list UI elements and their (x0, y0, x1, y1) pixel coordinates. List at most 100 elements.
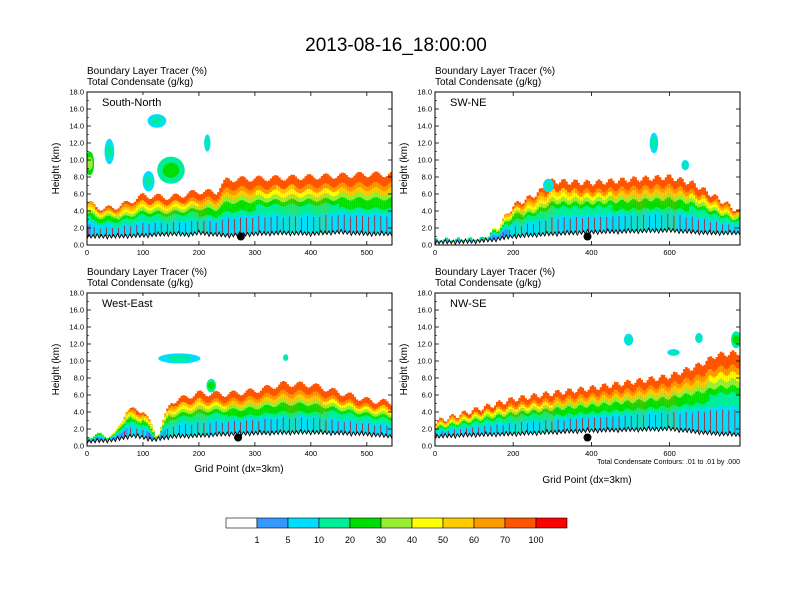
tracer-cell (485, 424, 489, 435)
x-tick-label: 400 (585, 248, 598, 257)
chart-title: 2013-08-16_18:00:00 (305, 35, 487, 56)
y-tick-label: 12.0 (69, 340, 84, 349)
tracer-cell (105, 439, 108, 441)
tracer-cell (701, 217, 704, 233)
tracer-cell (351, 420, 354, 434)
tracer-cell (121, 432, 125, 439)
tracer-cell (473, 425, 477, 435)
tracer-cell (316, 415, 320, 433)
tracer-cell (500, 233, 503, 239)
tracer-cell (613, 215, 617, 232)
y-tick-label: 18.0 (69, 289, 84, 298)
tracer-cell (247, 418, 251, 434)
cloud-feature (650, 137, 657, 149)
tracer-cell (595, 214, 599, 233)
y-tick-label: 0.0 (74, 442, 84, 451)
tracer-cell (493, 424, 497, 435)
tracer-cell (101, 227, 104, 237)
tracer-cell (597, 213, 601, 233)
tracer-cell (457, 240, 460, 242)
tracer-cell (622, 213, 625, 232)
tracer-cell (552, 418, 556, 433)
tracer-cell (493, 235, 497, 240)
tracer-cell (235, 216, 239, 236)
tracer-cell (737, 224, 740, 234)
tracer-cell (542, 219, 546, 235)
tracer-cell (353, 213, 356, 234)
tracer-cell (225, 215, 228, 236)
cloud-feature (151, 117, 163, 125)
panel-subtitle-tracer: Boundary Layer Tracer (%) (87, 267, 207, 278)
tracer-cell (188, 219, 192, 235)
tracer-cell (528, 221, 532, 236)
cloud-feature (207, 381, 215, 390)
tracer-cell (652, 213, 656, 231)
tracer-cell (168, 221, 171, 235)
tracer-cell (286, 214, 289, 234)
tracer-cell (713, 219, 717, 234)
y-tick-label: 14.0 (69, 323, 84, 332)
tracer-cell (449, 428, 452, 436)
tracer-cell (644, 211, 648, 232)
tracer-cell (255, 214, 259, 234)
tracer-cell (139, 428, 143, 438)
tracer-cell (101, 438, 104, 441)
tracer-cell (345, 212, 348, 233)
tracer-cell (536, 420, 540, 434)
tracer-cell (265, 416, 269, 434)
tracer-cell (194, 421, 198, 436)
tracer-cell (198, 420, 202, 436)
tracer-cell (681, 213, 684, 232)
x-tick-label: 0 (85, 248, 89, 257)
tracer-cell (298, 415, 302, 433)
tracer-cell (723, 222, 727, 234)
y-axis-label: Height (km) (399, 143, 410, 195)
tracer-cell (243, 214, 247, 235)
tracer-cell (188, 423, 192, 437)
tracer-cell (192, 218, 196, 234)
tracer-cell (467, 428, 471, 436)
tracer-cell (683, 214, 686, 232)
tracer-cell (335, 213, 338, 233)
panel-label-box (97, 95, 178, 110)
tracer-cell (182, 422, 186, 437)
y-tick-label: 14.0 (417, 122, 432, 131)
tracer-cell (217, 419, 220, 435)
tracer-cell (377, 423, 381, 436)
tracer-cell (658, 212, 662, 231)
tracer-cell (127, 427, 131, 437)
panel-subtitle-condensate: Total Condensate (g/kg) (435, 278, 541, 289)
tracer-cell (284, 214, 287, 234)
tracer-cell (725, 222, 729, 234)
y-tick-label: 16.0 (417, 105, 432, 114)
panel-subtitle-condensate: Total Condensate (g/kg) (87, 278, 193, 289)
tracer-cell (253, 214, 257, 234)
tracer-cell (632, 212, 635, 232)
y-tick-label: 0.0 (422, 241, 432, 250)
tracer-cell (463, 426, 467, 436)
y-tick-label: 2.0 (422, 224, 432, 233)
tracer-cell (457, 429, 460, 436)
panel-subtitle-tracer: Boundary Layer Tracer (%) (435, 267, 555, 278)
x-tick-label: 300 (249, 449, 262, 458)
tracer-cell (573, 214, 576, 233)
tracer-cell (304, 213, 308, 234)
tracer-cell (241, 214, 245, 235)
tracer-cell (565, 215, 568, 234)
tracer-cell (278, 214, 281, 234)
tracer-cell (371, 213, 375, 234)
tracer-cell (711, 220, 715, 234)
tracer-cell (357, 212, 361, 234)
tracer-cell (540, 218, 544, 235)
plot-area (87, 353, 392, 446)
tracer-cell (548, 419, 552, 433)
tracer-cell (516, 422, 519, 434)
tracer-cell (131, 426, 135, 436)
panel: Boundary Layer Tracer (%)Total Condensat… (399, 267, 741, 458)
panel-subtitle-tracer: Boundary Layer Tracer (%) (87, 66, 207, 77)
tracer-cell (164, 429, 167, 438)
tracer-cell (491, 236, 495, 240)
tracer-cell (267, 416, 271, 434)
tracer-cell (137, 428, 141, 437)
